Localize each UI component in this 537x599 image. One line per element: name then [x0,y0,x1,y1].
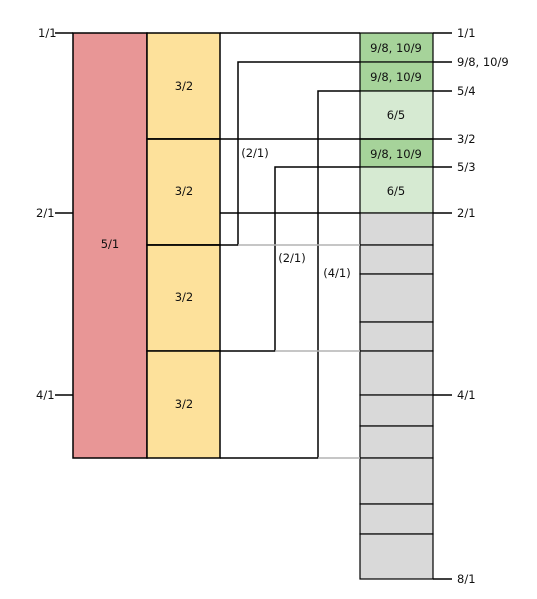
gray-cell [359,503,434,535]
green-cell-label: 9/8, 10/9 [370,41,422,55]
right-axis [433,32,452,580]
green-cell-label: 9/8, 10/9 [370,147,422,161]
connector-lines [147,32,433,459]
right-label: 1/1 [457,26,476,40]
left-label-low: 4/1 [36,388,55,402]
green-column: 9/8, 10/9 9/8, 10/9 6/5 9/8, 10/9 6/5 [359,32,434,214]
yellow-column: 3/2 3/2 3/2 3/2 [146,32,221,459]
gray-cell [359,425,434,459]
left-axis: 1/1 2/1 4/1 [36,26,73,402]
connector-path-c [220,90,360,459]
right-label: 5/4 [457,84,476,98]
gray-guides [238,244,360,459]
green-cell-4 [359,138,434,168]
inner-label-a: (2/1) [241,146,268,160]
right-label: 8/1 [457,572,476,586]
gray-cell [359,350,434,396]
connector-path-a [147,61,360,246]
green-cell-1 [359,32,434,63]
red-bar-label: 5/1 [101,237,120,251]
gray-cell [359,321,434,352]
green-cell-3 [359,90,434,140]
left-label-top: 1/1 [38,26,57,40]
yellow-cell-4 [146,350,221,459]
inner-label-c: (4/1) [323,266,350,280]
green-cell-label: 6/5 [387,108,406,122]
gray-column [359,212,434,580]
gray-cell [359,273,434,323]
right-label: 4/1 [457,388,476,402]
green-cell-2 [359,61,434,92]
gray-cell [359,212,434,246]
gray-cell [359,533,434,580]
green-cell-5 [359,166,434,214]
left-label-mid: 2/1 [36,206,55,220]
yellow-cell-2 [146,138,221,246]
yellow-cell-label: 3/2 [175,79,194,93]
right-label: 5/3 [457,160,476,174]
yellow-cell-label: 3/2 [175,184,194,198]
right-label: 3/2 [457,132,476,146]
gray-cell [359,244,434,275]
red-bar [72,32,148,459]
inner-label-b: (2/1) [278,251,305,265]
green-cell-label: 6/5 [387,184,406,198]
yellow-cell-label: 3/2 [175,290,194,304]
yellow-cell-1 [146,32,221,140]
gray-cell [359,394,434,427]
yellow-cell-label: 3/2 [175,397,194,411]
right-label: 9/8, 10/9 [457,55,509,69]
gray-cell [359,457,434,505]
right-label: 2/1 [457,206,476,220]
green-cell-label: 9/8, 10/9 [370,70,422,84]
